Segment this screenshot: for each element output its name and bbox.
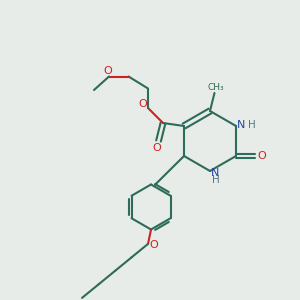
Text: O: O <box>257 151 266 161</box>
Text: O: O <box>103 65 112 76</box>
Text: O: O <box>138 99 147 110</box>
Text: O: O <box>153 142 161 153</box>
Text: H: H <box>248 119 256 130</box>
Text: N: N <box>237 119 246 130</box>
Text: O: O <box>150 240 158 250</box>
Text: CH₃: CH₃ <box>208 82 224 91</box>
Text: H: H <box>212 175 219 185</box>
Text: N: N <box>211 167 220 178</box>
